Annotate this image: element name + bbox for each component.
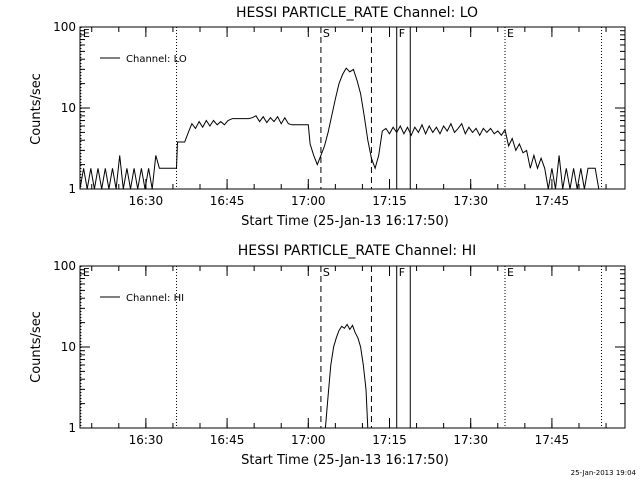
panel-hi-ytick-label: 100 bbox=[53, 259, 76, 273]
panel-hi-xtick-label: 17:30 bbox=[453, 433, 488, 447]
panel-hi: HESSI PARTICLE_RATE Channel: HI Counts/s… bbox=[29, 243, 626, 468]
panel-lo-ylabel: Counts/sec bbox=[29, 73, 44, 145]
panel-hi-marker-label: S bbox=[323, 266, 330, 279]
panel-lo-xtick-label: 17:45 bbox=[535, 194, 570, 208]
panel-hi-marker-label: F bbox=[399, 266, 405, 279]
panel-lo-xlabel: Start Time (25-Jan-13 16:17:50) bbox=[241, 214, 449, 229]
panel-hi-xtick-label: 16:30 bbox=[129, 433, 164, 447]
panel-hi-xtick-label: 17:15 bbox=[372, 433, 407, 447]
panel-lo-xtick-label: 17:30 bbox=[453, 194, 488, 208]
panel-lo-title: HESSI PARTICLE_RATE Channel: LO bbox=[236, 5, 478, 21]
panel-lo-series-line bbox=[80, 67, 600, 189]
footer-timestamp: 25-Jan-2013 19:04 bbox=[571, 469, 637, 477]
panel-hi-marker-label: E bbox=[507, 266, 514, 279]
panel-hi-xtick-label: 16:45 bbox=[210, 433, 245, 447]
panel-lo-ytick-label: 10 bbox=[61, 101, 76, 115]
panel-hi-marker-label: E bbox=[83, 266, 90, 279]
panel-lo-marker-label: F bbox=[399, 27, 405, 40]
panel-lo-xtick-label: 16:30 bbox=[129, 194, 164, 208]
panel-lo-xtick-label: 17:15 bbox=[372, 194, 407, 208]
panel-hi-legend-label: Channel: HI bbox=[126, 293, 184, 304]
panel-hi-ytick-label: 10 bbox=[61, 340, 76, 354]
panel-lo-legend-label: Channel: LO bbox=[126, 54, 187, 65]
panel-hi-ylabel: Counts/sec bbox=[29, 311, 44, 383]
panel-lo: HESSI PARTICLE_RATE Channel: LO Counts/s… bbox=[29, 5, 626, 229]
panel-lo-ytick-label: 100 bbox=[53, 20, 76, 34]
panel-hi-title: HESSI PARTICLE_RATE Channel: HI bbox=[238, 243, 476, 259]
panel-hi-xtick-label: 17:00 bbox=[291, 433, 326, 447]
panel-lo-marker-label: E bbox=[507, 27, 514, 40]
panel-hi-plot-frame bbox=[79, 265, 626, 429]
panel-lo-marker-label: S bbox=[323, 27, 330, 40]
panel-lo-ytick-label: 1 bbox=[68, 182, 76, 196]
panel-hi-series-line bbox=[324, 323, 369, 428]
panel-lo-xtick-label: 16:45 bbox=[210, 194, 245, 208]
panel-hi-xlabel: Start Time (25-Jan-13 16:17:50) bbox=[241, 453, 449, 468]
panel-lo-xtick-label: 17:00 bbox=[291, 194, 326, 208]
panel-hi-xtick-label: 17:45 bbox=[535, 433, 570, 447]
panel-hi-ytick-label: 1 bbox=[68, 421, 76, 435]
panel-lo-marker-label: E bbox=[83, 27, 90, 40]
